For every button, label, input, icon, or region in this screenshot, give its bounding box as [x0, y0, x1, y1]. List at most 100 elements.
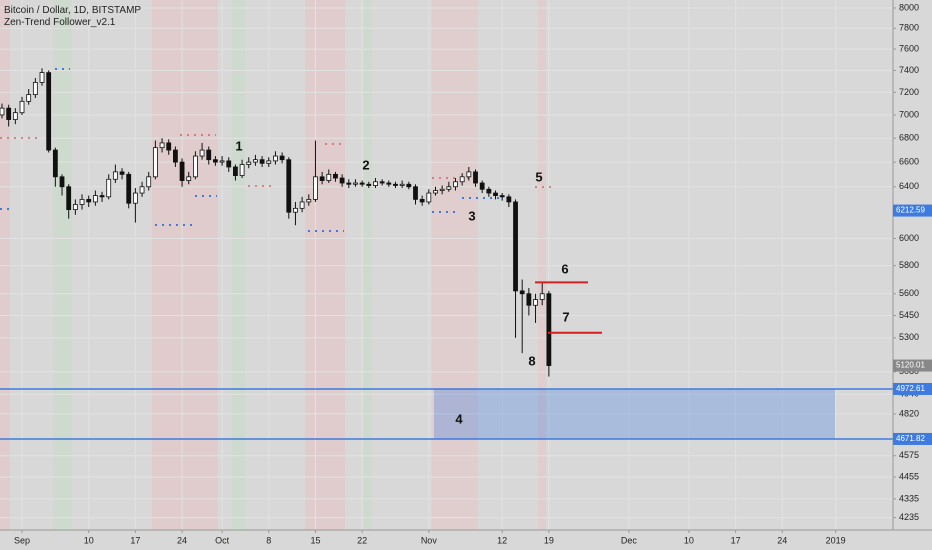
candle-body — [12, 112, 18, 120]
candle-body — [273, 155, 278, 162]
candle-body — [506, 196, 512, 203]
candle-body — [319, 176, 325, 181]
x-tick-label: 8 — [266, 535, 271, 545]
candle-body — [479, 182, 485, 190]
x-tick-label: 10 — [84, 535, 94, 545]
candle-body — [306, 198, 312, 203]
x-tick-label: 17 — [731, 535, 741, 545]
y-tick-label: 6400 — [899, 181, 919, 191]
y-tick-label: 7600 — [899, 43, 919, 53]
candle-body — [152, 147, 158, 178]
candle-body — [433, 190, 438, 194]
y-tick-label: 5800 — [899, 260, 919, 270]
candle-body — [499, 195, 505, 198]
candle-body — [346, 182, 352, 185]
candle-body — [366, 183, 372, 186]
annotation: 7 — [562, 309, 569, 324]
candle-body — [39, 72, 45, 83]
annotation: 2 — [362, 157, 369, 172]
candle-body — [533, 299, 538, 306]
candle-body — [279, 155, 285, 161]
candle-body — [259, 159, 265, 164]
trend-dots — [0, 68, 552, 232]
x-tick-label: 10 — [684, 535, 694, 545]
candle-body — [539, 293, 545, 300]
y-tick-label: 7800 — [899, 23, 919, 33]
candle-body — [106, 178, 112, 198]
candle-body — [299, 201, 305, 209]
x-tick-label: Dec — [621, 535, 638, 545]
x-tick-label: 15 — [310, 535, 320, 545]
candle-body — [99, 195, 105, 198]
candle-body — [226, 160, 232, 168]
candle-body — [266, 160, 272, 164]
x-tick-label: Sep — [14, 535, 30, 545]
price-tag — [893, 359, 932, 372]
candle-body — [406, 183, 412, 188]
y-tick-label: 6800 — [899, 133, 919, 143]
candle-body — [399, 183, 405, 186]
candle-body — [66, 186, 72, 211]
candle-body — [86, 198, 92, 203]
candle-body — [59, 176, 65, 188]
candle-body — [413, 186, 418, 200]
candle-body — [199, 149, 205, 157]
candle-body — [353, 182, 358, 185]
candle-body — [493, 192, 498, 196]
y-tick-label: 4575 — [899, 450, 919, 460]
y-tick-label: 4455 — [899, 471, 919, 481]
candle-body — [373, 181, 378, 186]
plot — [0, 68, 893, 440]
annotation: 4 — [455, 411, 463, 426]
grid — [181, 0, 316, 530]
x-tick-label: 24 — [177, 535, 187, 545]
price-tag — [893, 204, 932, 217]
y-tick-label: 7000 — [899, 109, 919, 119]
candle-body — [546, 293, 552, 366]
candle-body — [333, 173, 338, 179]
candle-body — [46, 72, 52, 151]
candle-body — [112, 171, 118, 180]
price-tag-label: 4972.61 — [896, 384, 925, 393]
x-tick-label: 2019 — [826, 535, 846, 545]
price-tag — [893, 382, 932, 395]
annotation: 1 — [235, 138, 242, 153]
candle-body — [513, 201, 518, 292]
candle-body — [519, 290, 525, 295]
candle-body — [339, 177, 345, 184]
candle-body — [6, 107, 12, 120]
candle-body — [246, 161, 252, 165]
price-tag-label: 6212.59 — [896, 206, 925, 215]
x-tick-label: 12 — [497, 535, 507, 545]
candle-body — [179, 161, 185, 181]
candle-body — [19, 100, 25, 114]
y-tick-label: 4820 — [899, 408, 919, 418]
x-tick-label: 22 — [357, 535, 367, 545]
candle-body — [172, 149, 178, 163]
candle-body — [206, 149, 212, 161]
annotation: 6 — [561, 261, 568, 276]
candle-body — [526, 293, 532, 306]
candle-body — [386, 182, 392, 185]
candle-body — [239, 164, 245, 176]
candle-body — [313, 176, 318, 200]
y-tick-label: 7400 — [899, 65, 919, 75]
annotation: 5 — [535, 169, 542, 184]
candle-body — [473, 171, 478, 184]
x-tick-label: 19 — [544, 535, 554, 545]
candle-body — [52, 149, 58, 178]
candle-body — [446, 186, 452, 190]
candle-body — [132, 192, 138, 204]
candle-body — [126, 173, 132, 204]
candle-body — [453, 181, 458, 188]
x-tick-label: 17 — [130, 535, 140, 545]
x-tick-label: Nov — [421, 535, 438, 545]
candle-body — [486, 188, 492, 194]
candle-body — [119, 171, 125, 175]
candle-body — [393, 183, 398, 186]
x-tick-label: 24 — [777, 535, 787, 545]
price-tag-label: 5120.01 — [896, 361, 925, 370]
annotation: 3 — [468, 208, 475, 223]
